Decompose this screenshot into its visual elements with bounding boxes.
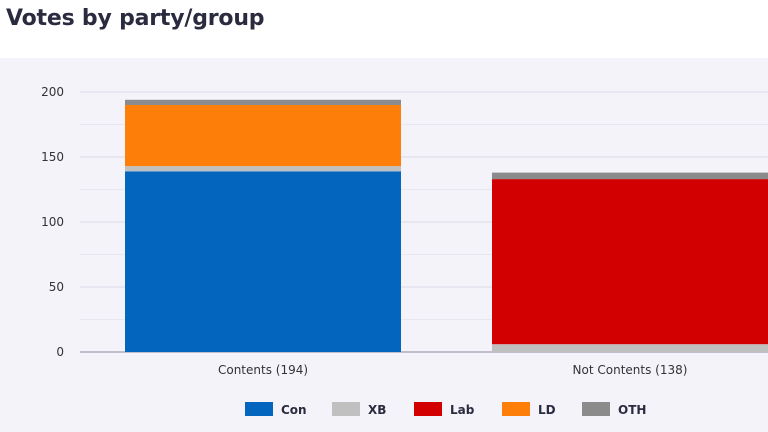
legend-swatch-con [245, 402, 273, 416]
chart-area: 0 50 100 150 200 Contents (194) Not Contents (… [0, 58, 768, 432]
bar-chart: 0 50 100 150 200 Contents (194) Not Contents (… [41, 85, 768, 417]
y-tick-label: 0 [56, 345, 64, 359]
legend-label-con: Con [281, 403, 307, 417]
legend-label-oth: OTH [618, 403, 646, 417]
legend-swatch-lab [414, 402, 442, 416]
chart-title: Votes by party/group [6, 6, 265, 31]
bar-segment-xb-1 [125, 166, 401, 172]
y-tick-label: 200 [41, 85, 64, 99]
x-category-label: Not Contents (138) [573, 363, 688, 377]
y-tick-label: 150 [41, 150, 64, 164]
legend-swatch-xb [332, 402, 360, 416]
legend-swatch-oth [582, 402, 610, 416]
bar-segment-con-1 [125, 171, 401, 352]
bar-segment-oth-1 [125, 99, 401, 105]
legend-swatch-ld [502, 402, 530, 416]
bar-segment-ld-1 [125, 105, 401, 167]
bar-segment-lab-2 [492, 179, 768, 345]
legend-label-ld: LD [538, 403, 556, 417]
legend-label-lab: Lab [450, 403, 475, 417]
bar-segment-xb-2 [492, 344, 768, 352]
y-tick-label: 50 [49, 280, 64, 294]
x-category-label: Contents (194) [218, 363, 308, 377]
bar-segment-oth-2 [492, 172, 768, 180]
legend-label-xb: XB [368, 403, 386, 417]
y-tick-label: 100 [41, 215, 64, 229]
